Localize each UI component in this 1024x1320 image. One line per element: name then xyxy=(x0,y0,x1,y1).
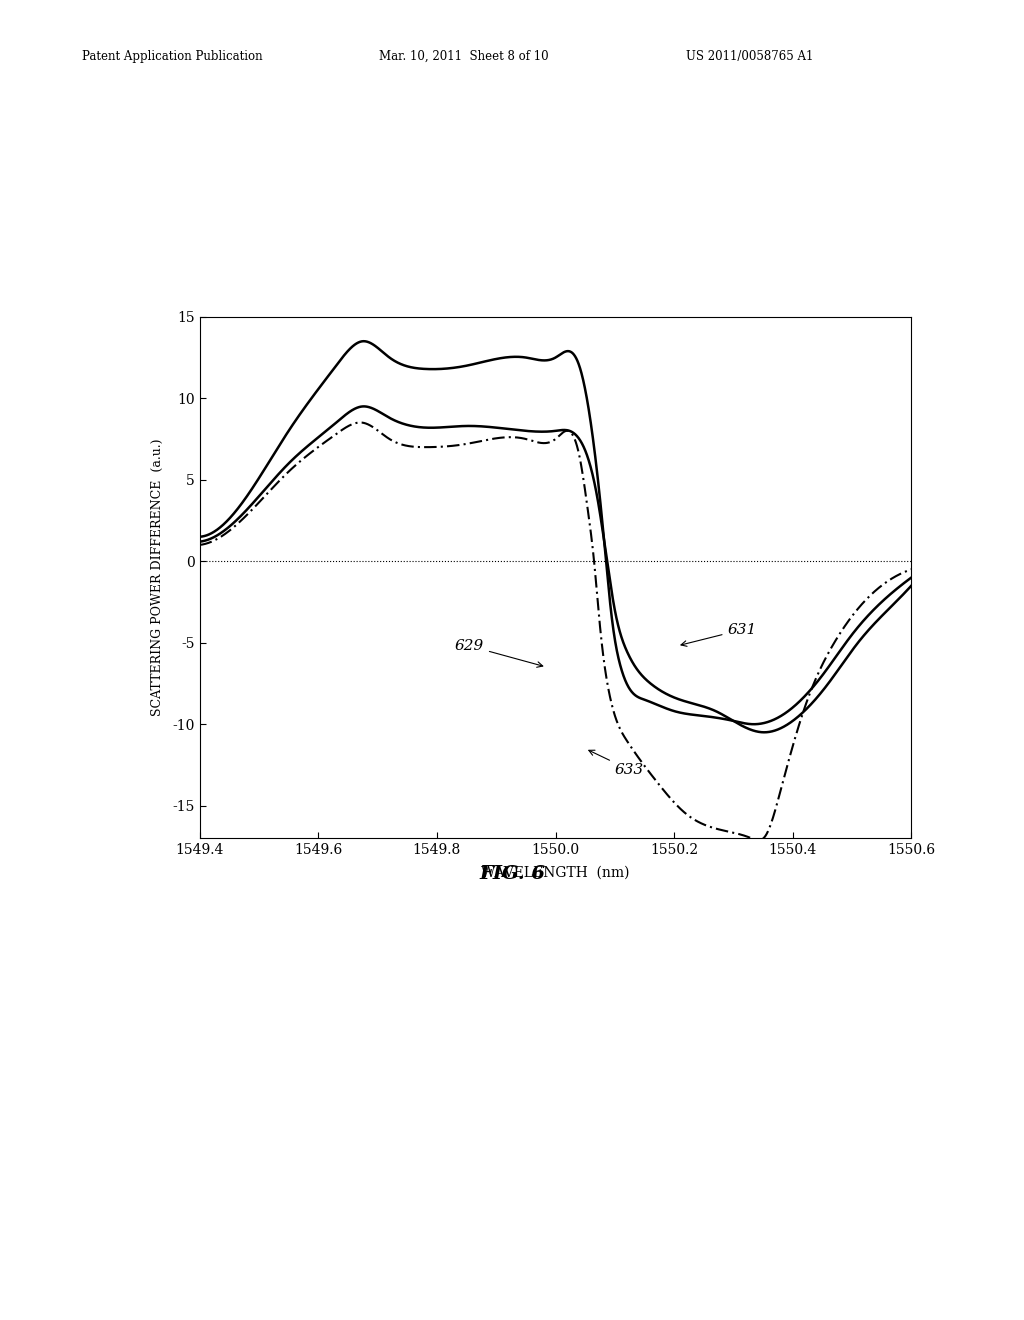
Text: 629: 629 xyxy=(455,639,543,668)
Text: Mar. 10, 2011  Sheet 8 of 10: Mar. 10, 2011 Sheet 8 of 10 xyxy=(379,50,549,63)
Text: US 2011/0058765 A1: US 2011/0058765 A1 xyxy=(686,50,813,63)
X-axis label: WAVELENGTH  (nm): WAVELENGTH (nm) xyxy=(481,866,630,879)
Text: FIG. 6: FIG. 6 xyxy=(479,865,545,883)
Y-axis label: SCATTERING POWER DIFFERENCE  (a.u.): SCATTERING POWER DIFFERENCE (a.u.) xyxy=(152,438,164,717)
Text: 633: 633 xyxy=(589,750,644,776)
Text: 631: 631 xyxy=(681,623,757,647)
Text: Patent Application Publication: Patent Application Publication xyxy=(82,50,262,63)
